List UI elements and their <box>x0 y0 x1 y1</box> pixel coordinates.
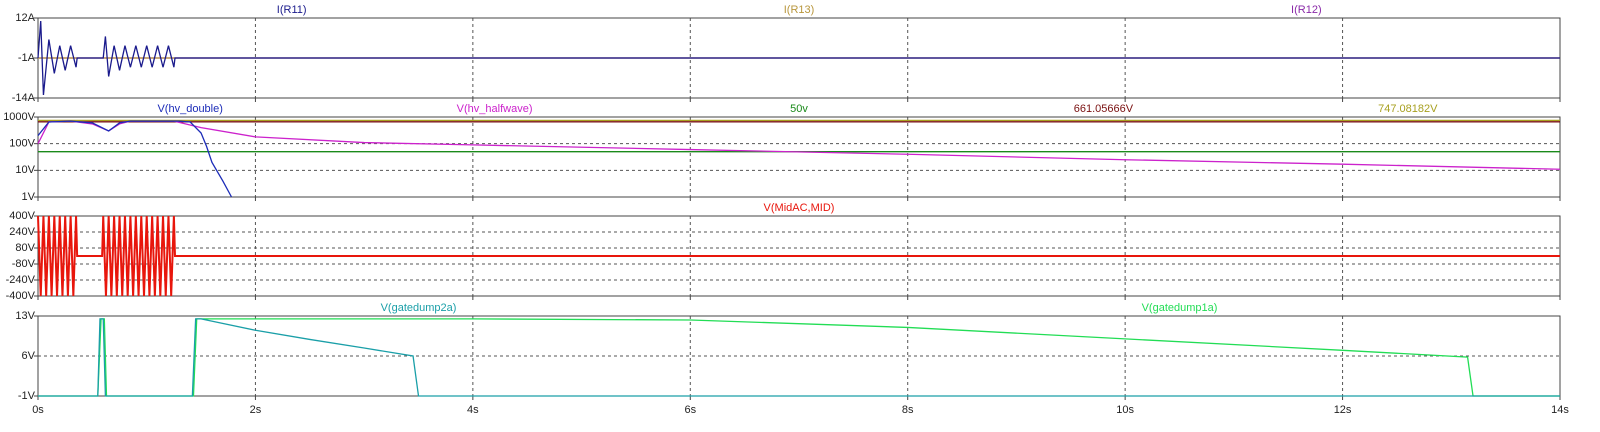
trace <box>37 120 233 198</box>
y-tick-label: -1A <box>18 52 36 64</box>
trace-label: V(gatedump2a) <box>381 302 457 314</box>
x-tick-label: 4s <box>467 404 479 416</box>
x-tick-label: 8s <box>902 404 914 416</box>
y-tick-label: 400V <box>9 210 35 222</box>
y-tick-label: 12A <box>15 12 35 24</box>
x-tick-label: 0s <box>32 404 44 416</box>
trace-label: 50v <box>790 103 808 115</box>
trace-label: I(R12) <box>1291 4 1322 16</box>
y-tick-label: 6V <box>22 350 36 362</box>
trace <box>37 120 1561 170</box>
trace-label: V(hv_double) <box>157 103 222 115</box>
trace-label: 747.08182V <box>1378 103 1438 115</box>
trace-label: V(hv_halfwave) <box>457 103 533 115</box>
y-tick-label: 1000V <box>3 111 35 123</box>
y-tick-label: 13V <box>15 310 35 322</box>
x-tick-label: 10s <box>1116 404 1134 416</box>
x-tick-label: 12s <box>1334 404 1352 416</box>
x-tick-label: 14s <box>1551 404 1569 416</box>
y-tick-label: -240V <box>6 274 36 286</box>
trace-label: I(R13) <box>784 4 815 16</box>
x-tick-label: 6s <box>684 404 696 416</box>
y-tick-label: -80V <box>12 258 36 270</box>
y-tick-label: 240V <box>9 226 35 238</box>
y-tick-label: 1V <box>22 191 36 203</box>
trace-label: I(R11) <box>277 4 307 16</box>
pane-frame <box>37 116 1561 198</box>
trace <box>37 215 1560 297</box>
trace-label: 661.05666V <box>1074 103 1134 115</box>
y-tick-label: 100V <box>9 138 35 150</box>
trace <box>38 318 1560 397</box>
y-tick-label: -1V <box>18 390 36 402</box>
y-tick-label: 80V <box>15 242 35 254</box>
trace <box>38 318 1560 397</box>
trace-label: V(gatedump1a) <box>1142 302 1218 314</box>
y-tick-label: -14A <box>12 92 36 104</box>
trace <box>37 21 1560 95</box>
x-tick-label: 2s <box>250 404 262 416</box>
y-tick-label: -400V <box>6 290 36 302</box>
trace-label: V(MidAC,MID) <box>764 202 835 214</box>
y-tick-label: 10V <box>15 164 35 176</box>
